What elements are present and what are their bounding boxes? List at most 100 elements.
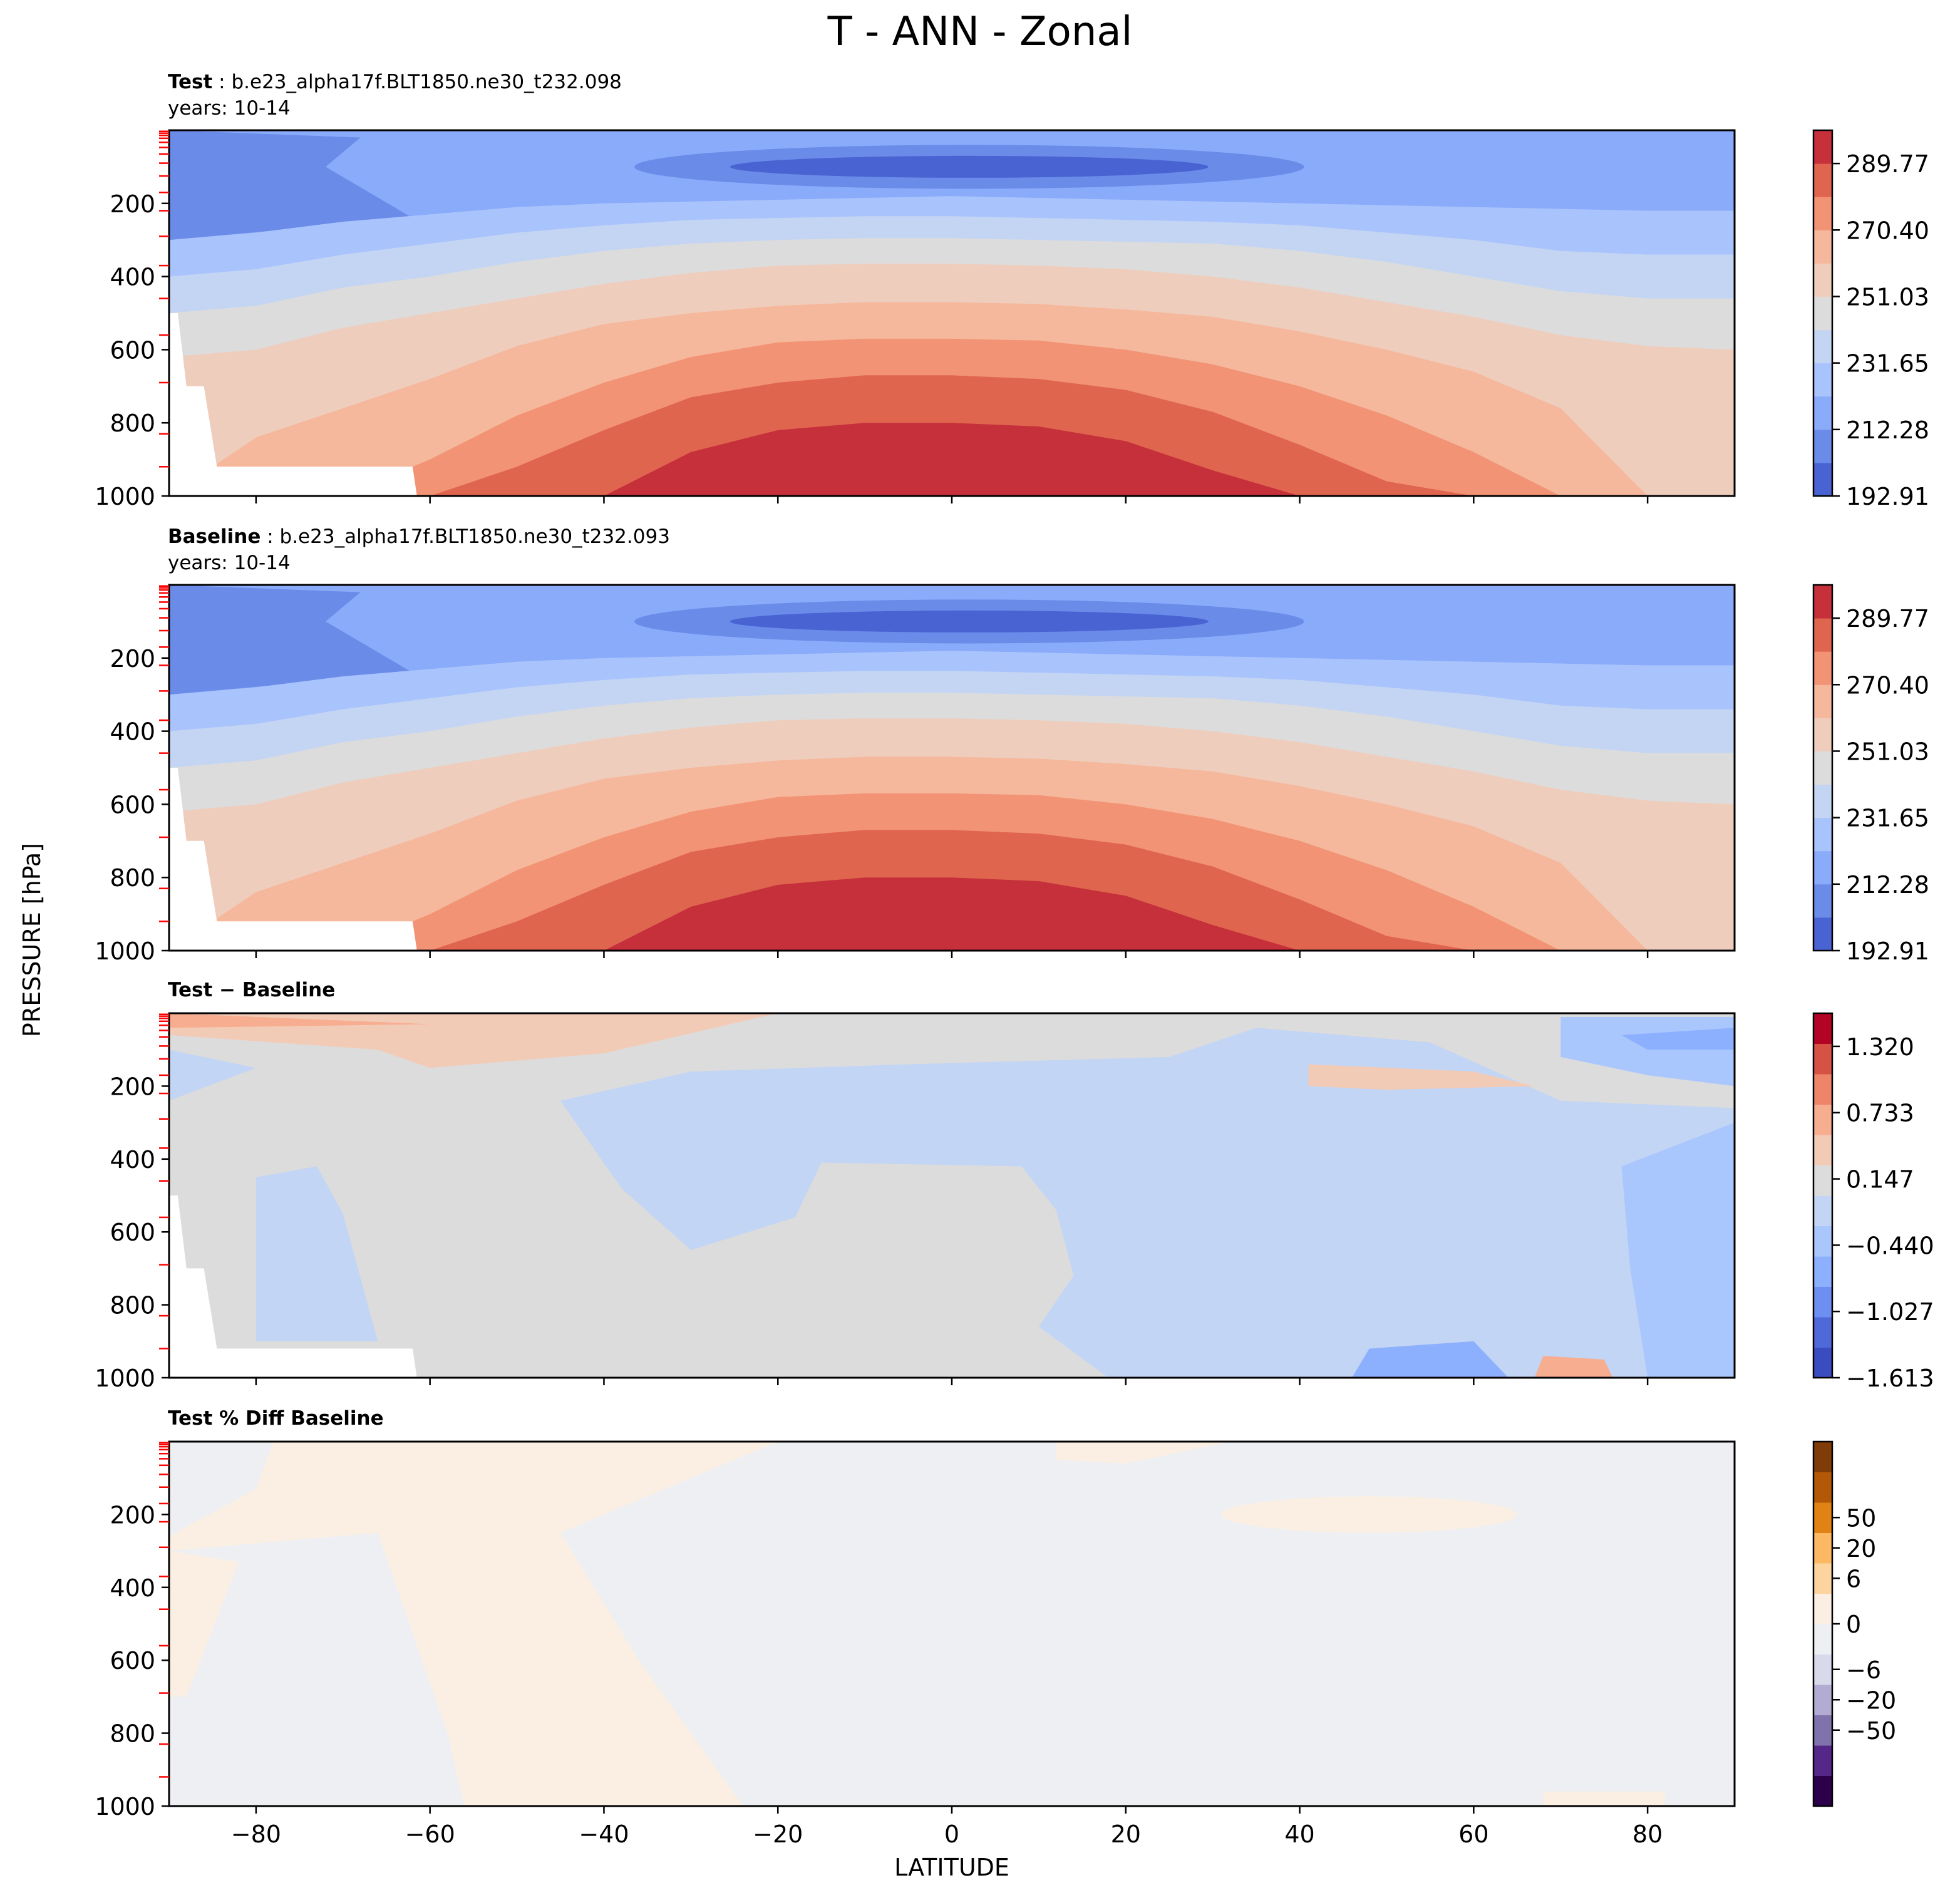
- x-tick-label: 20: [1111, 1820, 1141, 1848]
- colorbar-swatch: [1813, 296, 1832, 331]
- colorbar-baseline: 289.77 270.40 251.03 231.65 212.28 192.91: [1812, 584, 1929, 965]
- colorbar-swatch: [1813, 1472, 1832, 1503]
- colorbar-swatch: [1813, 1226, 1832, 1257]
- panel-title-baseline: Baseline : b.e23_alpha17f.BLT1850.ne30_t…: [168, 525, 670, 548]
- colorbar-swatch: [1813, 618, 1832, 652]
- y-tick-label: 400: [110, 1574, 155, 1602]
- colorbar-tick-label: 289.77: [1846, 150, 1929, 178]
- baseline-polar-cold: [169, 585, 413, 695]
- colorbar-tick-label: 192.91: [1846, 483, 1929, 510]
- colorbar-tick-label: 50: [1846, 1504, 1876, 1532]
- colorbar-diff: 1.320 0.733 0.147 −0.440 −1.027 −1.613: [1812, 1012, 1934, 1392]
- colorbar-swatch: [1813, 651, 1832, 685]
- colorbar-swatch: [1813, 263, 1832, 297]
- colorbar-tick-label: 212.28: [1846, 416, 1929, 444]
- colorbar-swatch: [1813, 329, 1832, 364]
- colorbar-tick-label: 231.65: [1846, 805, 1929, 832]
- y-tick-label: 1000: [95, 1793, 155, 1820]
- diff-lowlat-neg: [1351, 1341, 1509, 1378]
- pct-polar-pos: [169, 1551, 239, 1697]
- x-tick-label: −60: [405, 1820, 455, 1848]
- colorbar-tick-label: 270.40: [1846, 671, 1929, 699]
- colorbar-swatch: [1813, 1165, 1832, 1196]
- x-tick-label: −40: [579, 1820, 629, 1848]
- colorbar-swatch: [1813, 585, 1832, 619]
- pct-positive-band: [169, 1442, 778, 1806]
- colorbar-swatch: [1813, 817, 1832, 852]
- colorbar-swatch: [1813, 1256, 1832, 1287]
- x-tick-label: 0: [944, 1820, 959, 1848]
- colorbar-tick-label: 1.320: [1846, 1033, 1914, 1061]
- baseline-missing-mask: [169, 768, 417, 951]
- colorbar-swatch: [1813, 363, 1832, 397]
- y-tick-label: 800: [110, 864, 155, 892]
- pct-low-pos: [1543, 1791, 1665, 1806]
- y-tick-label: 400: [110, 264, 155, 291]
- x-axis-label: LATITUDE: [894, 1854, 1009, 1881]
- diff-missing-mask: [169, 1195, 417, 1378]
- colorbar-swatch: [1813, 684, 1832, 718]
- diff-mid-pos: [1308, 1064, 1535, 1090]
- colorbar-swatch: [1813, 462, 1832, 497]
- colorbar-swatch: [1813, 751, 1832, 785]
- panel-title-test: Test : b.e23_alpha17f.BLT1850.ne30_t232.…: [168, 71, 622, 93]
- y-tick-label: 400: [110, 718, 155, 746]
- colorbar-test: 289.77 270.40 251.03 231.65 212.28 192.91: [1812, 129, 1929, 510]
- colorbar-tick-label: 251.03: [1846, 283, 1929, 311]
- colorbar-swatch: [1813, 1654, 1832, 1685]
- y-tick-label: 200: [110, 645, 155, 673]
- colorbar-tick-label: 20: [1846, 1535, 1876, 1562]
- y-tick-label: 600: [110, 791, 155, 818]
- colorbar-swatch: [1813, 1195, 1832, 1226]
- y-tick-label: 1000: [95, 483, 155, 510]
- colorbar-tick-label: −20: [1846, 1686, 1896, 1714]
- baseline-band-9: [169, 877, 1735, 951]
- baseline-tropopause-core: [730, 610, 1209, 632]
- colorbar-swatch: [1813, 850, 1832, 885]
- colorbar-swatch: [1813, 1317, 1832, 1348]
- y-tick-label: 600: [110, 1647, 155, 1675]
- diff-polar-up-neg: [169, 1050, 256, 1101]
- test-band-9: [169, 423, 1735, 496]
- diff-arctic-low: [1621, 1122, 1735, 1378]
- colorbar-swatch: [1813, 163, 1832, 197]
- pct-top-pos: [1056, 1442, 1230, 1464]
- colorbar-frame: [1812, 584, 1834, 952]
- panel-title-pctdiff: Test % Diff Baseline: [168, 1407, 384, 1430]
- y-tick-label: 600: [110, 1219, 155, 1246]
- test-polar-cold: [169, 130, 413, 240]
- colorbar-swatch: [1813, 396, 1832, 430]
- y-tick-label: 1000: [95, 937, 155, 965]
- diff-contours: [169, 1013, 1735, 1378]
- colorbar-swatch: [1813, 1286, 1832, 1318]
- test-missing-mask: [169, 313, 417, 496]
- y-tick-label: 1000: [95, 1365, 155, 1392]
- colorbar-tick-label: −0.440: [1846, 1232, 1934, 1259]
- diff-upper-pos: [169, 1013, 778, 1068]
- x-tick-label: 60: [1458, 1820, 1488, 1848]
- diff-polar-low-neg: [255, 1166, 378, 1341]
- y-tick-label: 200: [110, 190, 155, 218]
- test-tropopause-core: [730, 155, 1209, 178]
- panel-axes-0: 200 400 600 800 1000: [95, 129, 1736, 510]
- figure-title: T - ANN - Zonal: [827, 9, 1133, 55]
- colorbar-tick-label: 212.28: [1846, 871, 1929, 899]
- colorbar-swatch: [1813, 1502, 1832, 1533]
- colorbar-frame: [1812, 1012, 1834, 1379]
- colorbar-tick-label: 231.65: [1846, 350, 1929, 378]
- colorbar-swatch: [1813, 197, 1832, 230]
- colorbar-swatch: [1813, 718, 1832, 751]
- diff-arctic-neg2: [1621, 1028, 1735, 1050]
- colorbar-tick-label: 0.147: [1846, 1166, 1914, 1194]
- colorbar-swatch: [1813, 130, 1832, 164]
- colorbar-swatch: [1813, 1532, 1832, 1564]
- colorbar-swatch: [1813, 1074, 1832, 1105]
- pct-mid-pos: [1221, 1496, 1517, 1533]
- colorbar-tick-label: −50: [1846, 1717, 1896, 1745]
- y-tick-label: 200: [110, 1073, 155, 1100]
- panel-axes-3: 200 400 600 800 1000 −80 −60 −40 −20 0 20 40 60 80: [95, 1440, 1736, 1848]
- colorbar-tick-label: 0.733: [1846, 1100, 1914, 1127]
- panel-title-diff: Test − Baseline: [168, 979, 336, 1001]
- colorbar-swatch: [1813, 1104, 1832, 1135]
